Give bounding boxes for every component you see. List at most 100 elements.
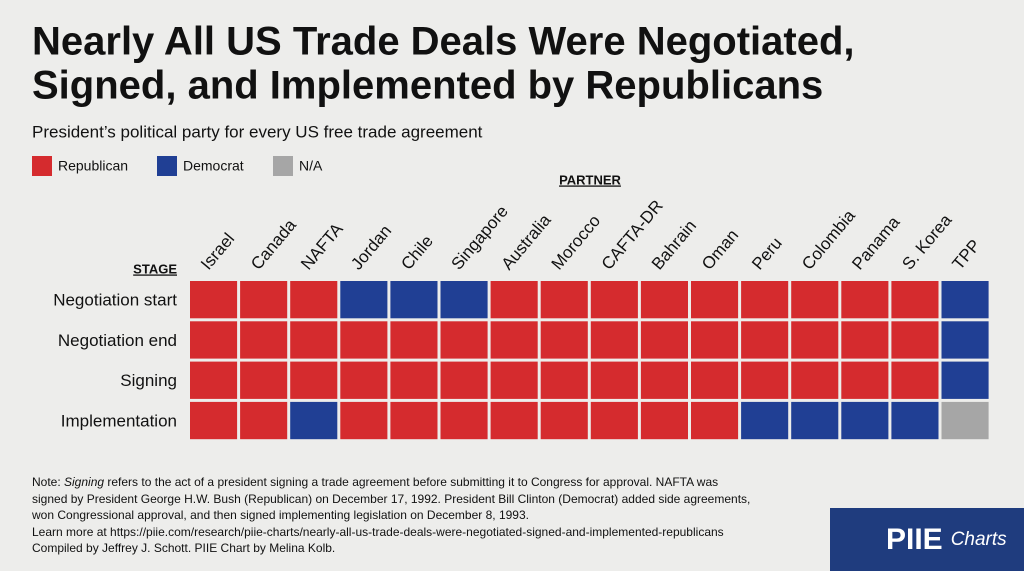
cell xyxy=(190,401,238,440)
note-text: Compiled by Jeffrey J. Schott. PIIE Char… xyxy=(32,541,336,556)
cell xyxy=(340,281,388,319)
legend-label: Democrat xyxy=(183,158,244,174)
y-axis-label: STAGE xyxy=(133,261,177,276)
legend-label: N/A xyxy=(299,158,323,174)
cell xyxy=(941,401,989,440)
cell xyxy=(490,321,538,359)
cell xyxy=(490,281,538,319)
cell xyxy=(540,361,588,399)
y-tick-label: Negotiation end xyxy=(58,331,177,350)
y-tick-label: Negotiation start xyxy=(53,291,177,310)
cell xyxy=(741,401,789,440)
cell xyxy=(691,321,739,359)
cell xyxy=(941,281,989,319)
note-line: signed by President George H.W. Bush (Re… xyxy=(32,491,750,508)
logo-brand: PIIE xyxy=(886,522,943,556)
x-tick-label: Oman xyxy=(698,226,742,274)
logo-product: Charts xyxy=(950,528,1007,550)
note-text: signed by President George H.W. Bush (Re… xyxy=(32,491,751,506)
cell xyxy=(640,321,688,359)
x-tick-label: Bahrain xyxy=(648,216,700,273)
x-axis-label: PARTNER xyxy=(559,172,621,187)
chart-title: Signed, and Implemented by Republicans xyxy=(32,64,823,108)
cell xyxy=(240,401,288,440)
note-line: Compiled by Jeffrey J. Schott. PIIE Char… xyxy=(32,540,750,557)
x-tick-label: Peru xyxy=(748,234,786,274)
cell xyxy=(841,361,889,399)
note-text: Signing xyxy=(64,475,105,489)
cell xyxy=(691,281,739,319)
cell xyxy=(240,281,288,319)
note-text: won Congressional approval, and then sig… xyxy=(32,508,529,523)
note-line: won Congressional approval, and then sig… xyxy=(32,507,750,524)
cell xyxy=(390,401,438,440)
cell xyxy=(340,321,388,359)
cell xyxy=(941,321,989,359)
cell xyxy=(691,401,739,440)
cell xyxy=(440,321,488,359)
note-text: Learn more at https://piie.com/research/… xyxy=(32,524,724,539)
legend-swatch xyxy=(273,156,293,176)
x-tick-label: NAFTA xyxy=(297,219,347,273)
cell xyxy=(741,281,789,319)
x-tick-label: Chile xyxy=(397,232,436,274)
cell xyxy=(190,281,238,319)
cell xyxy=(290,281,338,319)
legend-label: Republican xyxy=(58,158,128,174)
note-text: Note: xyxy=(32,475,65,489)
cell xyxy=(240,361,288,399)
x-tick-label: Jordan xyxy=(347,221,395,273)
cell xyxy=(590,281,638,319)
y-tick-label: Implementation xyxy=(61,412,177,431)
cell xyxy=(340,361,388,399)
cell xyxy=(891,401,939,440)
cell xyxy=(791,321,839,359)
cell xyxy=(640,361,688,399)
cell xyxy=(841,321,889,359)
cell xyxy=(290,401,338,440)
cell xyxy=(390,281,438,319)
cell xyxy=(440,401,488,440)
cell xyxy=(590,361,638,399)
cell xyxy=(190,321,238,359)
x-tick-label: S. Korea xyxy=(898,210,955,273)
note-text: refers to the act of a president signing… xyxy=(104,475,719,489)
note: Note: Signing refers to the act of a pre… xyxy=(32,474,750,557)
cell xyxy=(640,401,688,440)
cell xyxy=(590,401,638,440)
x-tick-label: Israel xyxy=(197,229,238,273)
cell xyxy=(440,281,488,319)
legend-swatch xyxy=(32,156,52,176)
cell xyxy=(440,361,488,399)
cell xyxy=(490,401,538,440)
cell xyxy=(891,321,939,359)
cell xyxy=(941,361,989,399)
cell xyxy=(791,281,839,319)
cell xyxy=(390,321,438,359)
chart-title: Nearly All US Trade Deals Were Negotiate… xyxy=(32,20,855,64)
cell xyxy=(891,361,939,399)
cell xyxy=(590,321,638,359)
cell xyxy=(540,321,588,359)
cell xyxy=(190,361,238,399)
cell xyxy=(290,321,338,359)
cell xyxy=(390,361,438,399)
cell xyxy=(340,401,388,440)
cell xyxy=(741,361,789,399)
note-line: Note: Signing refers to the act of a pre… xyxy=(32,474,750,491)
x-tick-label: Canada xyxy=(247,215,300,273)
cell xyxy=(640,281,688,319)
logo: PIIE Charts xyxy=(830,508,1024,571)
cell xyxy=(490,361,538,399)
x-tick-label: TPP xyxy=(948,236,984,274)
legend-swatch xyxy=(157,156,177,176)
cell xyxy=(290,361,338,399)
cell xyxy=(891,281,939,319)
cell xyxy=(791,401,839,440)
y-tick-label: Signing xyxy=(120,371,177,390)
cell xyxy=(841,401,889,440)
cell xyxy=(540,401,588,440)
x-tick-label: Morocco xyxy=(548,211,604,273)
